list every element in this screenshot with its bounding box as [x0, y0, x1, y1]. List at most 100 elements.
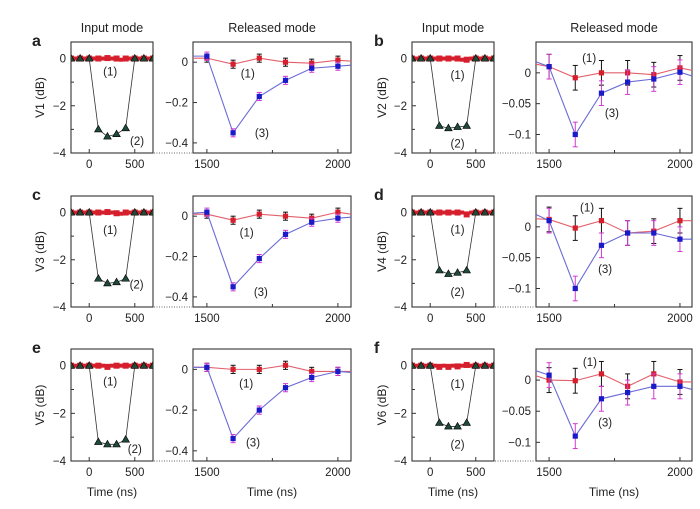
y-tick-label: −0.1 — [508, 130, 531, 142]
series-2-point — [416, 361, 426, 369]
subplot-b-input: Input mode b V2 (dB) 0 500 0 −2 −4 (1) (2) — [374, 21, 535, 171]
y-tick-label: −0.1 — [508, 437, 531, 449]
series-3-point — [546, 218, 552, 224]
series-2-point — [94, 437, 103, 445]
series-annotation: (2) — [451, 287, 465, 299]
series-2-point — [444, 421, 453, 430]
series-1-point — [282, 59, 289, 65]
y-tick-label: −0.05 — [502, 99, 531, 111]
series-2-point — [462, 265, 471, 274]
y-tick-label: −0.2 — [165, 98, 188, 110]
x-tick-label: 0 — [427, 159, 433, 171]
y-tick-label: 0 — [60, 208, 66, 220]
series-1-point — [414, 56, 419, 61]
series-3-point — [256, 407, 262, 413]
series-2-point — [75, 53, 85, 62]
y-tick-label: −4 — [394, 302, 408, 314]
series-1-point — [451, 363, 455, 368]
series-3-point — [335, 63, 341, 69]
series-2-point — [412, 53, 417, 62]
series-1-point — [256, 366, 262, 372]
x-axis-label: Time (ns) — [87, 485, 137, 499]
series-3-point — [651, 383, 657, 389]
series-1-point — [445, 55, 452, 62]
y-tick-label: 0 — [525, 68, 531, 80]
series-annotation: (1) — [451, 225, 465, 237]
plot-area — [412, 207, 494, 277]
y-axis-label: V6 (dB) — [375, 385, 389, 426]
x-tick-label: 500 — [466, 313, 485, 325]
series-1-point — [73, 210, 78, 215]
series-1-line — [536, 373, 692, 387]
series-2-point — [75, 207, 85, 216]
series-1-point — [122, 55, 129, 62]
series-1-point — [463, 361, 470, 368]
series-1-point — [128, 363, 133, 368]
series-2-point — [130, 361, 140, 369]
subplot-title: Released mode — [570, 21, 658, 35]
series-1-point — [454, 363, 461, 370]
series-1-point — [469, 363, 474, 368]
x-tick-label: 2000 — [667, 159, 693, 171]
plot-area — [412, 361, 494, 430]
series-annotation: (1) — [103, 377, 117, 389]
series-3-point — [546, 64, 552, 70]
series-3-point — [598, 396, 605, 402]
series-1-point — [598, 371, 605, 377]
axes-frame — [411, 348, 495, 462]
series-1-point — [73, 56, 78, 61]
series-3-point — [309, 219, 315, 225]
series-1-point — [414, 210, 419, 215]
series-2-point — [425, 53, 435, 62]
series-1-point — [128, 210, 133, 215]
series-annotation: (2) — [128, 444, 142, 456]
series-annotation: (2) — [451, 139, 465, 151]
axes-frame — [535, 195, 693, 308]
plot-area — [193, 360, 351, 444]
series-annotation: (2) — [130, 136, 144, 148]
x-tick-label: 0 — [86, 159, 92, 171]
series-3-point — [230, 284, 236, 290]
series-3-point — [625, 389, 631, 396]
series-1-line — [193, 364, 351, 372]
series-1-point — [91, 56, 96, 61]
series-annotation: (1) — [241, 68, 255, 80]
series-3-point — [309, 65, 315, 71]
series-3-point — [204, 209, 210, 215]
y-tick-label: −0.05 — [502, 406, 531, 418]
series-2-point — [412, 361, 417, 369]
series-2-point — [71, 361, 76, 369]
series-2-point — [94, 274, 103, 282]
series-2-point — [444, 269, 453, 277]
axes-frame — [70, 195, 154, 308]
x-tick-label: 500 — [125, 159, 144, 171]
y-tick-label: −2 — [53, 408, 66, 420]
series-1-point — [454, 209, 461, 216]
series-2-point — [453, 421, 462, 430]
series-2-point — [112, 439, 121, 448]
series-1-point — [104, 55, 111, 62]
x-tick-label: 2000 — [325, 313, 351, 325]
series-2-point — [462, 121, 471, 129]
series-1-line — [193, 211, 351, 221]
series-3-point — [204, 364, 210, 370]
series-3-point — [572, 285, 578, 292]
series-1-point — [460, 363, 465, 368]
series-annotation: (1) — [451, 379, 465, 391]
y-axis-label: V1 (dB) — [33, 77, 47, 118]
series-3-point — [572, 433, 578, 439]
series-1-point — [436, 363, 443, 370]
y-tick-label: −0.2 — [165, 405, 188, 417]
y-axis-label: V3 (dB) — [33, 231, 47, 272]
series-1-point — [451, 210, 455, 215]
series-1-point — [230, 61, 236, 67]
series-2-point — [103, 131, 112, 140]
series-2-point — [130, 53, 140, 62]
y-tick-label: 0 — [525, 222, 531, 234]
series-3-point — [677, 236, 683, 242]
series-2-point — [148, 53, 153, 62]
y-tick-label: −4 — [394, 456, 408, 468]
series-2-point — [148, 361, 153, 369]
series-1-point — [100, 56, 105, 61]
